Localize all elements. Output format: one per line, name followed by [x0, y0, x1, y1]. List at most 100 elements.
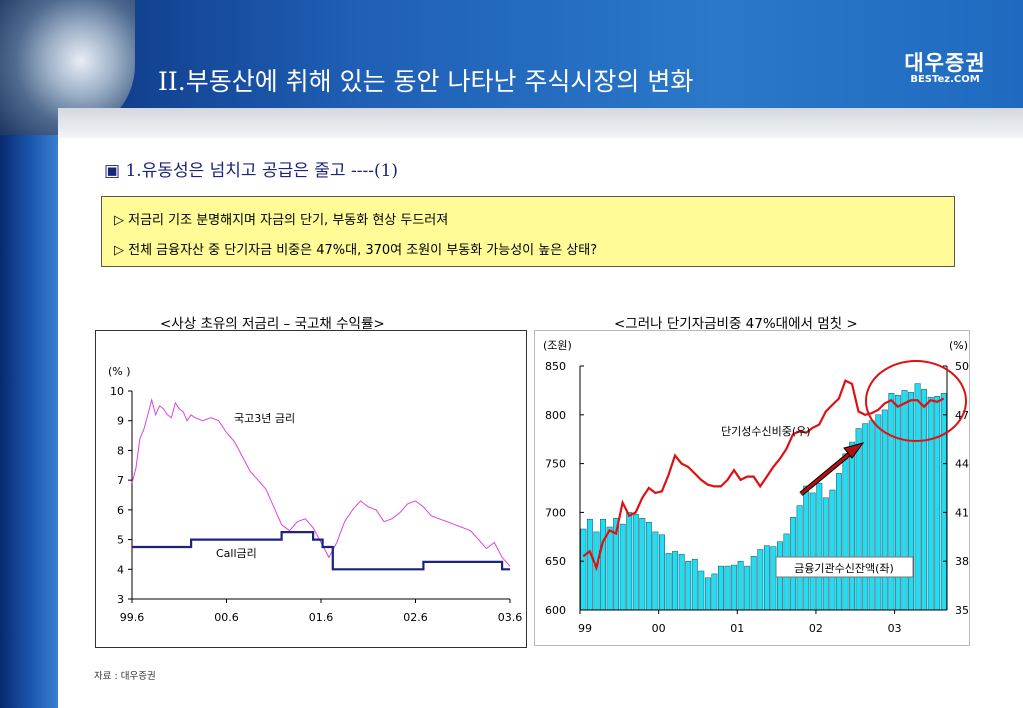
chart2-bar	[678, 554, 685, 611]
chart2-bar	[665, 553, 672, 611]
chart2-trend-arrow	[800, 449, 854, 496]
brand-logo: 대우증권 BESTez.COM	[890, 52, 1000, 86]
note-line-1: ▷ 저금리 기조 분명해지며 자금의 단기, 부동화 현상 두드러져	[114, 213, 449, 228]
chart2-annotation-deposits: 금융기관수신잔액(좌)	[794, 562, 894, 575]
chart1-x-tick-label: 03.6	[498, 611, 523, 624]
chart2-ratio-line	[582, 379, 945, 572]
chart1-y-unit: (% )	[108, 365, 131, 378]
chart2-bar	[626, 512, 633, 611]
brand-url: BESTez.COM	[910, 74, 980, 85]
chart2-bar	[940, 393, 947, 611]
chart2-bar	[770, 546, 777, 611]
chart2-bar	[619, 523, 626, 611]
section-title: ▣ 1.유동성은 넘치고 공급은 줄고 ----(1)	[104, 161, 399, 181]
chart1-y-tick-label: 9	[117, 415, 124, 428]
chart1-svg: (% ) 3 4 5 6 7 8 9 10 99.6 00.6 01.6 02.6 03.6 국고3년 금리…	[108, 365, 523, 624]
chart2-y-tick-label-right: 50	[955, 360, 969, 373]
chart1-series-0	[131, 397, 511, 567]
chart2-y-tick-label-left: 650	[545, 555, 566, 568]
chart2-bar	[672, 551, 679, 611]
chart2-bar	[842, 453, 849, 611]
chart2-bar	[881, 409, 888, 611]
chart2-x-tick-label: 00	[652, 622, 666, 635]
chart2-bar	[868, 420, 875, 611]
chart2-bar	[816, 482, 823, 611]
chart2-bar	[600, 518, 606, 611]
chart2-bar	[718, 565, 724, 611]
chart2-bar	[606, 526, 613, 611]
chart1-title: <사상 초유의 저금리 – 국고채 수익률>	[160, 316, 385, 332]
header-strip	[58, 108, 1023, 138]
chart2-highlight-circle	[865, 360, 967, 442]
chart2-bar	[763, 545, 770, 611]
chart1-y-tick-label: 3	[117, 593, 124, 606]
chart2-bar	[921, 389, 928, 611]
chart1-frame: (% ) 3 4 5 6 7 8 9 10 99.6 00.6 01.6 02.6 03.6 국고3년 금리…	[95, 330, 527, 648]
chart1-x-tick-label: 99.6	[120, 611, 145, 624]
chart2-y-unit-right: (%)	[949, 339, 968, 352]
chart2-bar	[875, 414, 882, 611]
chart1-y-tick-label: 10	[110, 385, 124, 398]
chart1-x-tick-label: 01.6	[309, 611, 334, 624]
chart2-bar	[855, 428, 862, 611]
chart2-bar	[894, 395, 901, 611]
brand-name: 대우증권	[904, 51, 986, 75]
chart2-bar	[639, 518, 646, 611]
chart2-bar	[698, 570, 705, 611]
chart2-bar	[803, 485, 810, 611]
chart2-y-tick-label-left: 750	[545, 458, 566, 471]
chart2-y-tick-label-left: 800	[545, 409, 566, 422]
chart2-y-tick-label-right: 44	[955, 458, 969, 471]
chart2-bar	[691, 558, 698, 611]
chart2-y-tick-label-right: 41	[955, 506, 969, 519]
chart2-bar	[757, 549, 764, 611]
chart1-annotation-bond: 국고3년 금리	[234, 412, 295, 425]
chart2-bar	[822, 497, 829, 611]
chart2-bar	[829, 489, 836, 611]
chart2-x-tick-label: 03	[888, 622, 902, 635]
chart2-bar	[750, 556, 757, 611]
chart2-y-tick-label-left: 850	[545, 360, 566, 373]
chart1-y-tick-label: 6	[117, 504, 124, 517]
chart2-bar	[632, 514, 639, 611]
chart2-x-tick-label: 01	[730, 622, 744, 635]
chart1-x-tick-label: 00.6	[214, 611, 239, 624]
chart2-bar	[586, 518, 593, 611]
chart2-y-tick-label-right: 38	[955, 555, 969, 568]
chart1-y-tick-label: 7	[117, 474, 124, 487]
chart2-bar	[934, 396, 941, 611]
chart2-bar	[685, 560, 692, 611]
chart1-annotation-call: Call금리	[216, 547, 257, 560]
chart1-x-tick-label: 02.6	[403, 611, 428, 624]
chart2-y-tick-label-right: 35	[955, 604, 969, 617]
chart2-y-unit-left: (조원)	[543, 339, 572, 352]
chart2-bar	[731, 564, 738, 611]
chart2-bar	[835, 473, 842, 611]
chart2-x-tick-label: 99	[578, 622, 592, 635]
header-banner	[0, 0, 1023, 108]
chart2-bar	[659, 534, 665, 611]
chart2-trend-arrowhead	[843, 442, 865, 459]
chart2-bar	[914, 383, 921, 611]
chart2-bar	[927, 396, 934, 611]
chart2-bar	[580, 528, 587, 611]
chart2-bar	[744, 565, 751, 611]
chart2-bar	[645, 521, 652, 611]
source-note: 자료 : 대우증권	[94, 671, 156, 682]
chart2-bar	[704, 577, 711, 611]
chart2-annotation-box	[775, 556, 914, 578]
chart2-bar	[593, 531, 600, 611]
chart2-bar	[737, 560, 744, 611]
chart2-bar	[849, 441, 856, 611]
chart1-series-1	[132, 531, 510, 571]
chart2-bar	[724, 565, 731, 611]
chart2-bar	[862, 423, 869, 611]
chart2-annotation-ratio: 단기성수신비중(우)	[721, 425, 811, 438]
chart2-bar	[711, 573, 718, 611]
chart2-x-tick-label: 02	[809, 622, 823, 635]
chart1-y-tick-label: 4	[117, 563, 124, 576]
chart2-bar	[652, 531, 659, 611]
chart2-title: <그러나 단기자금비중 47%대에서 멈칫 >	[614, 316, 858, 332]
note-line-2: ▷ 전체 금융자산 중 단기자금 비중은 47%대, 370여 조원이 부동화 …	[114, 243, 598, 258]
